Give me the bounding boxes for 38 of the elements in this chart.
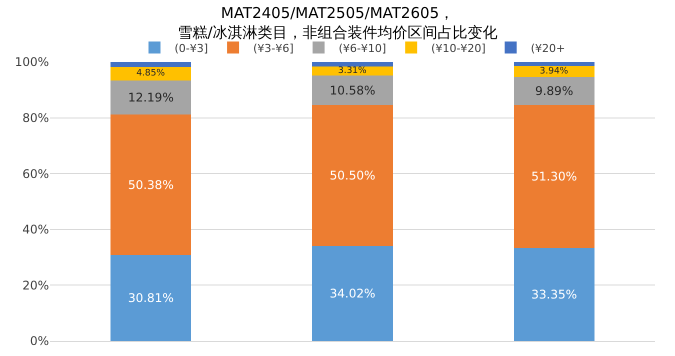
bar — [110, 114, 192, 256]
data-label: 50.50% — [330, 168, 376, 183]
data-label: 4.85% — [136, 68, 166, 79]
y-tick-label: 100% — [14, 55, 49, 70]
data-label: 34.02% — [330, 286, 376, 301]
data-label: 51.30% — [531, 169, 578, 184]
bar — [110, 80, 192, 114]
bar — [110, 66, 192, 80]
bar — [312, 62, 393, 66]
y-tick-label: 60% — [22, 166, 49, 181]
y-tick-label: 40% — [22, 222, 49, 237]
data-label: 9.89% — [535, 84, 574, 98]
bar — [514, 248, 594, 341]
bar — [312, 76, 393, 106]
chart-subtitle: 雪糕/冰淇淋类目，非组合装件均价区间占比变化 — [177, 24, 498, 42]
y-tick-label: 20% — [22, 278, 49, 292]
y-tick-label: 0% — [30, 334, 49, 348]
bar — [312, 105, 393, 246]
data-label: 30.81% — [128, 291, 174, 306]
bar — [312, 246, 393, 341]
bar — [514, 62, 594, 66]
chart-title: MAT2405/MAT2505/MAT2605， — [220, 4, 454, 22]
legend-label: (¥10-¥20] — [431, 42, 486, 55]
bar — [514, 77, 594, 105]
bar — [110, 255, 192, 341]
data-label: 3.31% — [338, 66, 368, 76]
data-label: 10.58% — [330, 83, 376, 98]
legend-label: (0-¥3] — [174, 42, 208, 55]
data-label: 50.38% — [128, 178, 174, 192]
bar — [110, 62, 192, 67]
bar — [514, 104, 594, 248]
data-label: 12.19% — [128, 90, 174, 104]
data-label: 3.94% — [540, 66, 569, 77]
legend-label: (¥20+ — [530, 42, 566, 55]
legend-label: (¥6-¥10] — [338, 42, 386, 55]
legend-label: (¥3-¥6] — [253, 42, 294, 55]
y-tick-label: 80% — [22, 111, 49, 125]
data-label: 33.35% — [531, 287, 578, 302]
